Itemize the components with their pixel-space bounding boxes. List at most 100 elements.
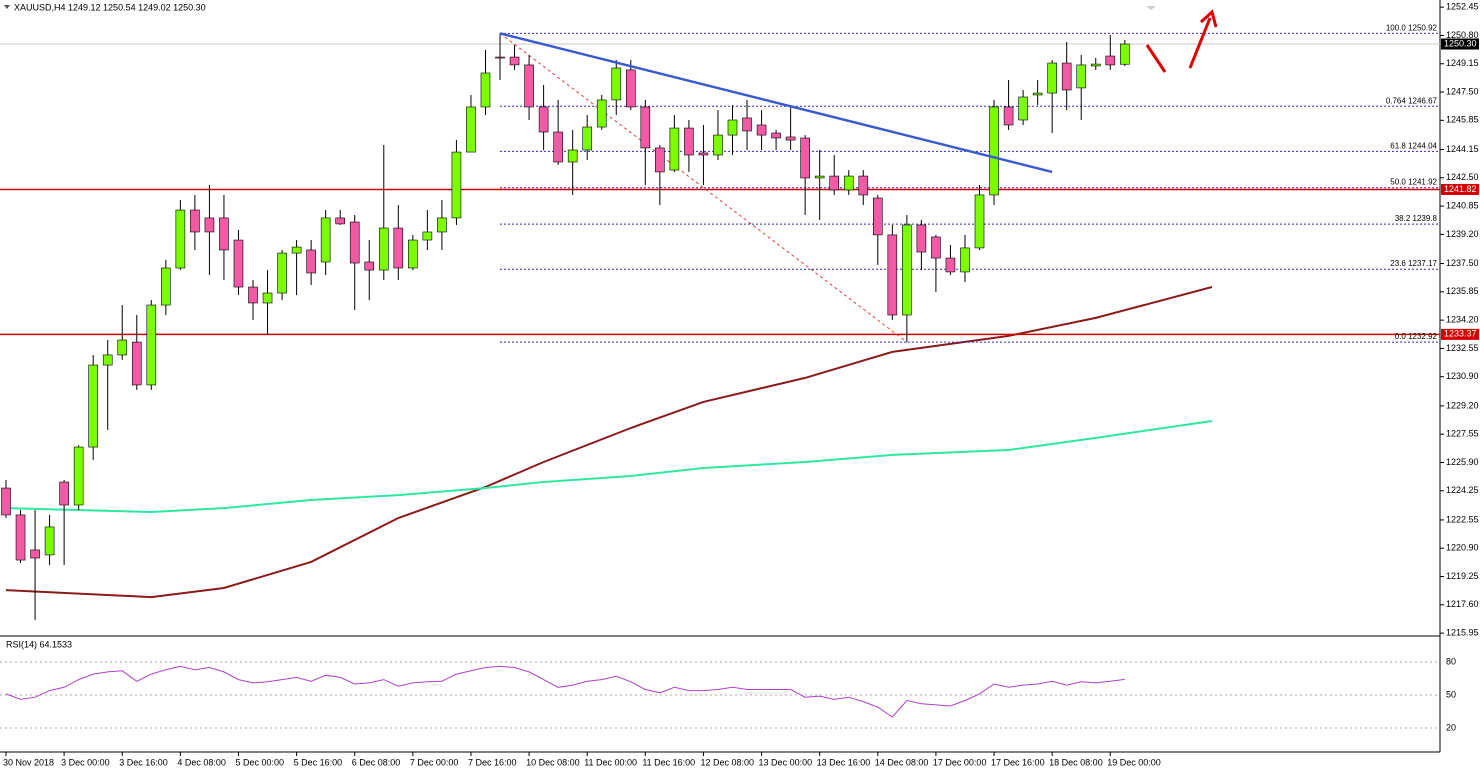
y-tick-label: 1252.45 <box>1446 2 1479 12</box>
candle-body <box>73 446 84 506</box>
candle-body <box>887 234 898 316</box>
candle-body <box>858 175 869 196</box>
y-tick-label: 1240.85 <box>1446 200 1479 210</box>
candle-body <box>945 257 956 273</box>
candle-body <box>466 106 476 153</box>
candle-body <box>15 514 26 561</box>
candle-body <box>117 339 128 356</box>
candle-body <box>1032 92 1043 96</box>
rsi-label: RSI(14) 64.1533 <box>6 639 72 649</box>
candle-body <box>800 137 810 179</box>
x-tick-label: 13 Dec 16:00 <box>817 757 871 767</box>
y-tick-label: 1215.95 <box>1446 627 1479 637</box>
fib-level-name: 100.0 <box>1386 23 1407 32</box>
fib-level-name: 0.0 <box>1395 332 1407 341</box>
x-tick-label: 19 Dec 00:00 <box>1107 757 1161 767</box>
candle-body <box>233 239 244 288</box>
fib-label: 100.0 1250.92 <box>1386 23 1438 32</box>
candle-body <box>1105 55 1116 66</box>
candle-body <box>916 224 927 253</box>
candle-body <box>408 239 418 269</box>
candle-body <box>349 221 360 264</box>
candle-body <box>509 56 520 66</box>
y-tick-label: 1217.60 <box>1446 599 1479 609</box>
x-tick-label: 11 Dec 00:00 <box>584 757 637 767</box>
shift-marker <box>1146 6 1156 10</box>
candle-body <box>146 304 157 386</box>
arrow-down-stroke <box>1145 44 1167 73</box>
candle-body <box>989 106 999 196</box>
y-tick-label: 1247.50 <box>1446 86 1479 96</box>
candle-body <box>495 56 505 59</box>
fib-level-value: 1246.67 <box>1408 96 1437 105</box>
candle-body <box>684 127 694 156</box>
candle-body <box>902 224 912 316</box>
candle-body <box>44 526 55 556</box>
rsi-line <box>5 665 1125 718</box>
x-tick-label: 17 Dec 00:00 <box>933 757 987 767</box>
x-tick-label: 3 Dec 16:00 <box>119 757 168 767</box>
fib-label: 38.2 1239.8 <box>1395 214 1438 223</box>
fib-level-value: 1239.8 <box>1413 214 1438 223</box>
candle-body <box>59 481 69 506</box>
candle-body <box>1120 43 1130 65</box>
y-tick-label: 1219.25 <box>1446 571 1479 581</box>
candle-body <box>974 194 985 249</box>
candle-body <box>771 132 781 139</box>
candle-body <box>640 106 651 149</box>
moving-average <box>5 286 1213 599</box>
y-tick-label: 1227.55 <box>1446 429 1479 439</box>
candle-body <box>480 72 491 108</box>
fib-label: 23.6 1237.17 <box>1390 259 1437 268</box>
candle-body <box>785 136 796 141</box>
rsi-tick-label: 50 <box>1446 689 1456 699</box>
candle-body <box>393 227 404 269</box>
candle-body <box>437 217 447 233</box>
candle-body <box>843 175 854 191</box>
y-tick-label: 1229.20 <box>1446 400 1479 410</box>
candle-body <box>814 175 825 179</box>
fib-label: 0.0 1232.92 <box>1395 332 1438 341</box>
candle-body <box>306 249 316 274</box>
candle-body <box>335 217 345 225</box>
arrow-up-stroke <box>1188 17 1212 69</box>
candle-body <box>538 106 549 133</box>
x-tick-label: 11 Dec 16:00 <box>642 757 695 767</box>
candle-body <box>742 117 752 132</box>
fib-level-value: 1250.92 <box>1408 23 1437 32</box>
x-tick-label: 3 Dec 00:00 <box>61 757 110 767</box>
y-tick-label: 1225.90 <box>1446 457 1479 467</box>
candle-body <box>1003 106 1014 126</box>
candle-body <box>364 261 375 271</box>
candle-body <box>88 364 98 448</box>
x-tick-label: 4 Dec 08:00 <box>177 757 226 767</box>
x-tick-label: 7 Dec 00:00 <box>410 757 459 767</box>
x-tick-label: 13 Dec 00:00 <box>759 757 813 767</box>
candle-body <box>1061 62 1072 91</box>
candle-body <box>960 247 970 273</box>
y-tick-label: 1232.55 <box>1446 343 1479 353</box>
candle-body <box>931 236 941 259</box>
fib-level-value: 1232.92 <box>1408 332 1437 341</box>
candle-body <box>655 147 665 173</box>
candle-body <box>262 292 273 304</box>
x-tick-label: 5 Dec 00:00 <box>235 757 284 767</box>
y-tick-label: 1249.15 <box>1446 58 1479 68</box>
candle-body <box>567 149 578 163</box>
x-tick-label: 14 Dec 08:00 <box>875 757 929 767</box>
candle-body <box>175 209 186 269</box>
y-tick-label: 1235.85 <box>1446 286 1479 296</box>
fib-level-value: 1244.04 <box>1408 141 1437 150</box>
x-tick-label: 30 Nov 2018 <box>3 757 54 767</box>
candle-body <box>102 354 113 366</box>
fib-level-name: 23.6 <box>1390 259 1406 268</box>
candle-body <box>248 286 258 304</box>
candle-body <box>625 69 636 108</box>
fib-level-name: 61.8 <box>1390 141 1406 150</box>
candle-body <box>596 99 607 128</box>
candle-body <box>422 231 433 241</box>
candle-body <box>131 341 142 386</box>
candle-body <box>1 487 11 516</box>
fib-level-value: 1241.92 <box>1408 178 1437 187</box>
